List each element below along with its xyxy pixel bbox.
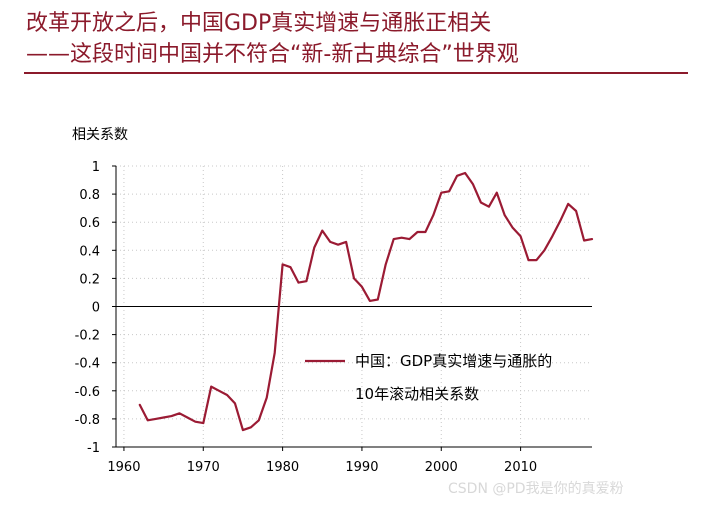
- title-divider: [24, 72, 688, 74]
- data-point: [472, 183, 474, 186]
- y-tick-label: 0.4: [79, 244, 100, 259]
- data-point: [281, 263, 284, 266]
- data-point: [591, 238, 593, 240]
- x-tick-label: 2000: [425, 460, 458, 475]
- data-point: [313, 246, 316, 249]
- data-point: [139, 404, 141, 406]
- y-tick-label: 1: [92, 160, 100, 175]
- data-point: [265, 397, 268, 399]
- data-point: [210, 385, 212, 388]
- data-point: [226, 394, 228, 396]
- x-tick-label: 2010: [504, 460, 537, 475]
- data-point: [488, 205, 490, 208]
- data-point: [519, 235, 522, 238]
- data-point: [384, 263, 387, 266]
- data-point: [392, 238, 395, 240]
- data-point: [305, 280, 308, 283]
- data-point: [551, 235, 554, 238]
- page-title: 改革开放之后，中国GDP真实增速与通胀正相关: [26, 11, 492, 36]
- data-point: [186, 416, 189, 419]
- data-point: [353, 277, 355, 280]
- y-tick-label: 0.6: [79, 216, 100, 231]
- data-point: [242, 429, 244, 431]
- data-point: [527, 259, 530, 261]
- series-line: [138, 171, 594, 432]
- data-point: [146, 419, 149, 422]
- data-point: [273, 352, 276, 354]
- data-point: [464, 172, 466, 174]
- legend-label-line2: 10年滚动相关系数: [355, 385, 479, 403]
- data-point: [250, 426, 252, 429]
- watermark: CSDN @PD我是你的真爱粉: [448, 481, 624, 497]
- data-point: [162, 416, 165, 419]
- data-point: [361, 286, 363, 288]
- x-tick-label: 1970: [187, 460, 220, 475]
- axes: [112, 165, 592, 451]
- y-axis-label: 相关系数: [72, 127, 128, 143]
- data-point: [575, 210, 577, 212]
- data-point: [345, 241, 347, 243]
- y-tick-label: 0.8: [79, 188, 100, 203]
- data-point: [496, 191, 498, 194]
- data-point: [400, 236, 403, 239]
- data-point: [170, 415, 173, 417]
- data-point: [202, 422, 205, 424]
- legend: 中国：GDP真实增速与通胀的 10年滚动相关系数: [305, 352, 552, 403]
- y-tick-label: -0.4: [75, 357, 100, 372]
- y-tick-label: -0.8: [75, 413, 100, 428]
- data-point: [377, 298, 379, 301]
- series: [138, 171, 594, 432]
- data-point: [321, 229, 324, 232]
- data-point: [503, 214, 506, 216]
- data-point: [337, 243, 339, 246]
- data-point: [408, 238, 411, 240]
- x-tick-label: 1980: [266, 460, 299, 475]
- x-tick-label: 1990: [345, 460, 378, 475]
- data-point: [511, 227, 514, 229]
- data-point: [448, 190, 451, 193]
- data-point: [416, 231, 419, 233]
- tick-labels: 1 0.8 0.6 0.4 0.2 0 -0.2 -0.4 -0.6 -0.8 -1 1960 1970…: [75, 160, 538, 475]
- x-tick-label: 1960: [107, 460, 140, 475]
- data-point: [480, 201, 482, 204]
- data-point: [178, 412, 181, 415]
- title-block: 改革开放之后，中国GDP真实增速与通胀正相关 ——这段时间中国并不符合“新-新古…: [26, 8, 686, 70]
- data-point: [440, 191, 443, 194]
- data-point: [543, 249, 546, 252]
- data-point: [559, 219, 562, 222]
- data-point: [218, 390, 220, 392]
- data-point: [258, 419, 260, 422]
- data-point: [456, 175, 458, 177]
- data-point: [194, 420, 197, 423]
- data-point: [154, 418, 157, 420]
- y-tick-label: -0.6: [75, 385, 100, 400]
- data-point: [289, 266, 292, 268]
- y-tick-label: 0: [92, 301, 100, 316]
- data-point: [583, 239, 585, 242]
- data-point: [234, 402, 236, 405]
- y-tick-label: -0.2: [75, 329, 100, 344]
- y-tick-label: 0.2: [79, 272, 100, 287]
- data-point: [567, 203, 569, 205]
- data-point: [535, 259, 538, 261]
- legend-label-line1: 中国：GDP真实增速与通胀的: [355, 352, 552, 370]
- data-point: [424, 231, 427, 233]
- data-point: [432, 214, 435, 216]
- data-point: [297, 281, 300, 284]
- data-point: [369, 300, 371, 302]
- y-tick-label: -1: [87, 441, 100, 456]
- data-point: [329, 241, 332, 243]
- page-subtitle: ——这段时间中国并不符合“新-新古典综合”世界观: [26, 42, 519, 67]
